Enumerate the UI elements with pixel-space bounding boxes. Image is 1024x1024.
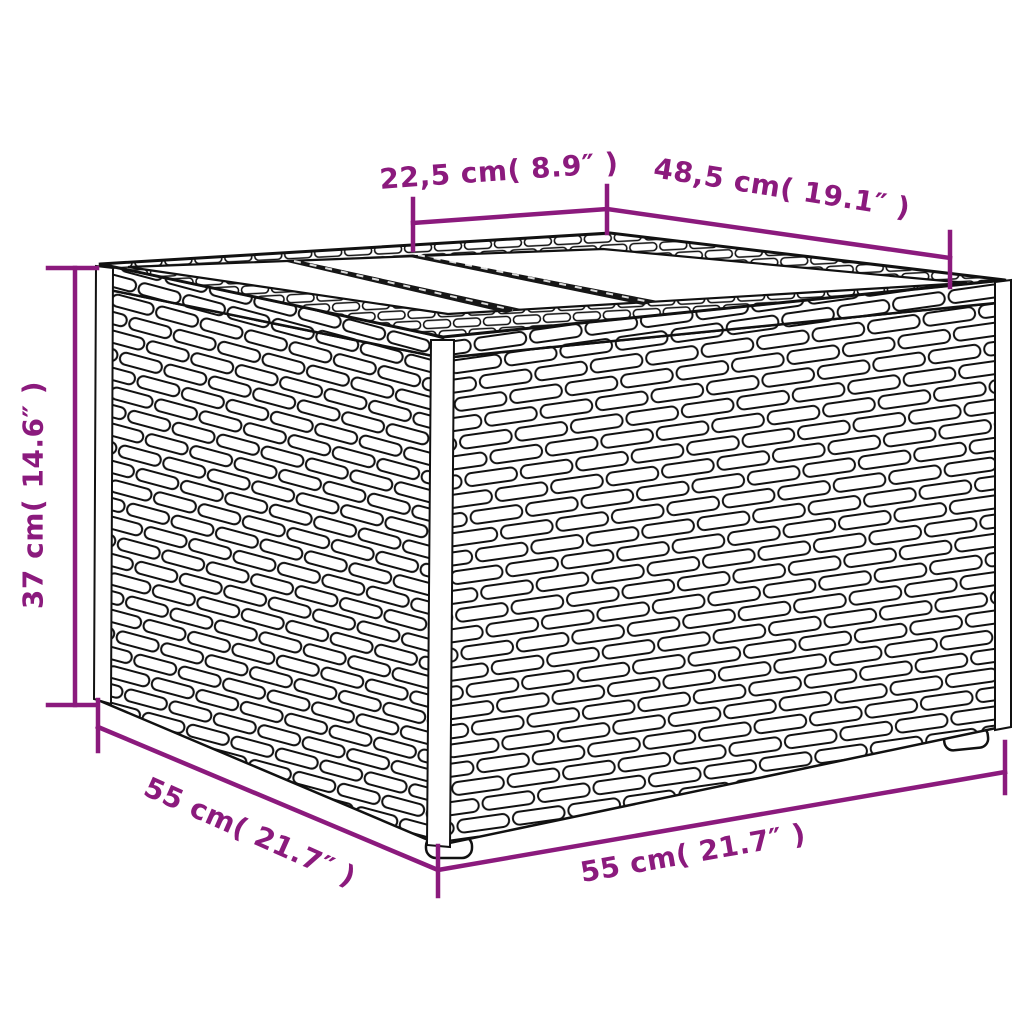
right-corner-post bbox=[994, 278, 1012, 732]
front-corner-post bbox=[425, 339, 456, 849]
dim-line-depth bbox=[95, 724, 441, 873]
dim-line-width bbox=[435, 769, 1008, 873]
dim-line-glass-panel-width bbox=[410, 206, 610, 226]
panel-divider-strip bbox=[410, 256, 658, 305]
panel-divider-strip bbox=[287, 261, 521, 313]
table-top bbox=[99, 231, 1006, 339]
wicker-body bbox=[92, 262, 1012, 849]
left-corner-post bbox=[92, 264, 115, 706]
dimension-lines bbox=[45, 183, 1008, 899]
right-face bbox=[438, 300, 1008, 847]
left-face bbox=[96, 286, 445, 847]
dim-label-height: 37 cm( 14.6″ ) bbox=[16, 380, 50, 610]
dim-line-glass-top-width bbox=[604, 206, 953, 261]
